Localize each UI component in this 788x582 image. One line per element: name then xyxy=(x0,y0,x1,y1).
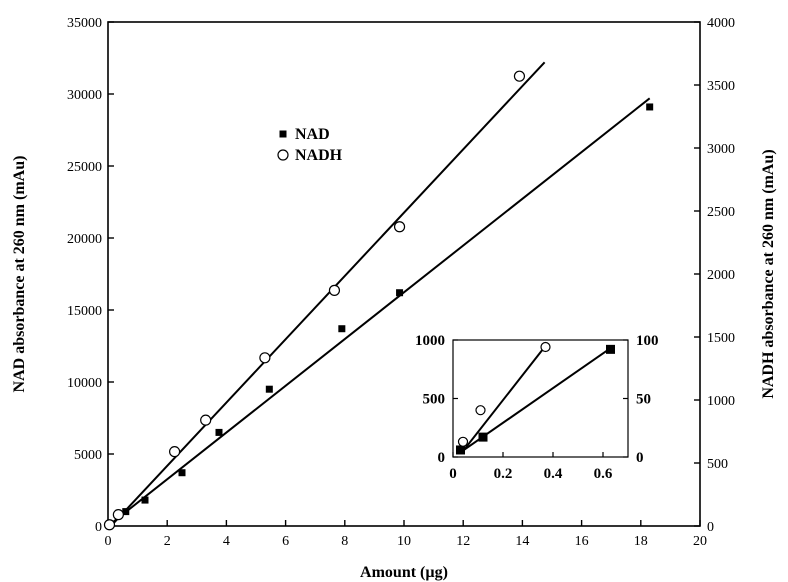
data-point-nad xyxy=(122,508,130,516)
y2-tick-label: 3000 xyxy=(707,142,735,157)
data-point-nadh xyxy=(200,414,212,426)
y-tick-label: 30000 xyxy=(67,88,102,103)
main-axes: 0 2 4 6 8 10 12 14 16 18 2005000100001500020000250… xyxy=(67,16,735,549)
y2-tick-label: 2500 xyxy=(707,205,735,220)
y-axis-label-right: NADH absorbance at 260 nm (mAu) xyxy=(760,149,777,398)
inset-y2-tick-label: 50 xyxy=(636,392,651,408)
y-tick-label: 5000 xyxy=(74,448,102,463)
inset-plot: 0 0.2 0.4 0.6 0 500 1000 0 50 100 xyxy=(398,328,666,488)
x-axis-label: Amount (µg) xyxy=(360,564,448,581)
legend-label-nadh: NADH xyxy=(295,147,343,164)
inset-data-point-nadh xyxy=(540,341,551,353)
data-point-nad xyxy=(265,385,273,393)
data-point-nadh xyxy=(103,519,116,531)
y-axis-label-left: NAD absorbance at 260 nm (mAu) xyxy=(11,156,28,393)
main-fit-lines xyxy=(107,61,651,527)
legend: NAD NADH xyxy=(277,126,343,164)
x-tick-label: 12 xyxy=(456,534,470,549)
x-tick-label: 18 xyxy=(634,534,648,549)
y2-tick-label: 3500 xyxy=(707,79,735,94)
x-tick-label: 16 xyxy=(575,534,589,549)
inset-data-point-nadh xyxy=(457,436,469,447)
x-tick-label: 0 xyxy=(105,534,112,549)
data-point-nad xyxy=(396,289,404,297)
fit-line-nad xyxy=(107,97,651,527)
inset-x-tick-label: 0.4 xyxy=(544,466,563,482)
y2-tick-label: 2000 xyxy=(707,268,735,283)
inset-y-tick-label: 0 xyxy=(438,450,446,466)
inset-y-tick-label: 1000 xyxy=(415,333,445,349)
data-point-nad xyxy=(178,469,186,477)
y2-tick-label: 0 xyxy=(707,520,714,535)
inset-y2-tick-label: 100 xyxy=(636,333,659,349)
y2-tick-label: 1000 xyxy=(707,394,735,409)
y-tick-label: 35000 xyxy=(67,16,102,31)
y2-tick-label: 1500 xyxy=(707,331,735,346)
x-tick-label: 4 xyxy=(223,534,230,549)
y2-tick-label: 500 xyxy=(707,457,728,472)
main-plot: 0 2 4 6 8 10 12 14 16 18 2005000100001500020000250… xyxy=(11,16,777,581)
y2-tick-label: 4000 xyxy=(707,16,735,31)
x-tick-label: 14 xyxy=(515,534,529,549)
y-tick-label: 20000 xyxy=(67,232,102,247)
data-point-nadh xyxy=(393,221,406,233)
inset-data-point-nad xyxy=(606,344,615,354)
inset-fit-line-nadh xyxy=(462,345,547,452)
x-tick-label: 8 xyxy=(341,534,348,549)
data-point-nadh xyxy=(169,446,181,458)
inset-y-tick-label: 500 xyxy=(423,392,446,408)
data-point-nadh xyxy=(513,70,526,82)
data-point-nad xyxy=(141,496,149,504)
legend-marker-nadh xyxy=(277,149,289,161)
y-tick-label: 15000 xyxy=(67,304,102,319)
inset-data-point-nad xyxy=(478,432,488,442)
y-tick-label: 10000 xyxy=(67,376,102,391)
inset-data-point-nadh xyxy=(475,405,486,416)
x-tick-label: 20 xyxy=(693,534,707,549)
data-point-nad xyxy=(646,103,654,111)
x-tick-label: 6 xyxy=(282,534,289,549)
data-point-nadh xyxy=(112,509,124,521)
inset-background xyxy=(398,328,666,488)
data-point-nadh xyxy=(328,284,341,296)
data-point-nadh xyxy=(259,352,271,364)
legend-label-nad: NAD xyxy=(295,126,330,143)
data-point-nad xyxy=(215,428,223,436)
inset-data-points xyxy=(456,341,615,455)
x-tick-label: 2 xyxy=(164,534,171,549)
legend-marker-nad xyxy=(279,130,287,138)
fit-line-nadh xyxy=(110,61,546,527)
inset-x-tick-label: 0.6 xyxy=(594,466,613,482)
inset-data-point-nad xyxy=(456,445,465,455)
main-data-points xyxy=(103,70,654,531)
inset-y2-tick-label: 0 xyxy=(636,450,644,466)
inset-x-tick-label: 0 xyxy=(449,466,457,482)
y-tick-label: 0 xyxy=(95,520,102,535)
inset-x-tick-label: 0.2 xyxy=(494,466,513,482)
x-tick-label: 10 xyxy=(397,534,411,549)
data-point-nad xyxy=(338,325,346,333)
inset-axes: 0 0.2 0.4 0.6 0 500 1000 0 50 100 xyxy=(415,333,659,482)
y-tick-label: 25000 xyxy=(67,160,102,175)
